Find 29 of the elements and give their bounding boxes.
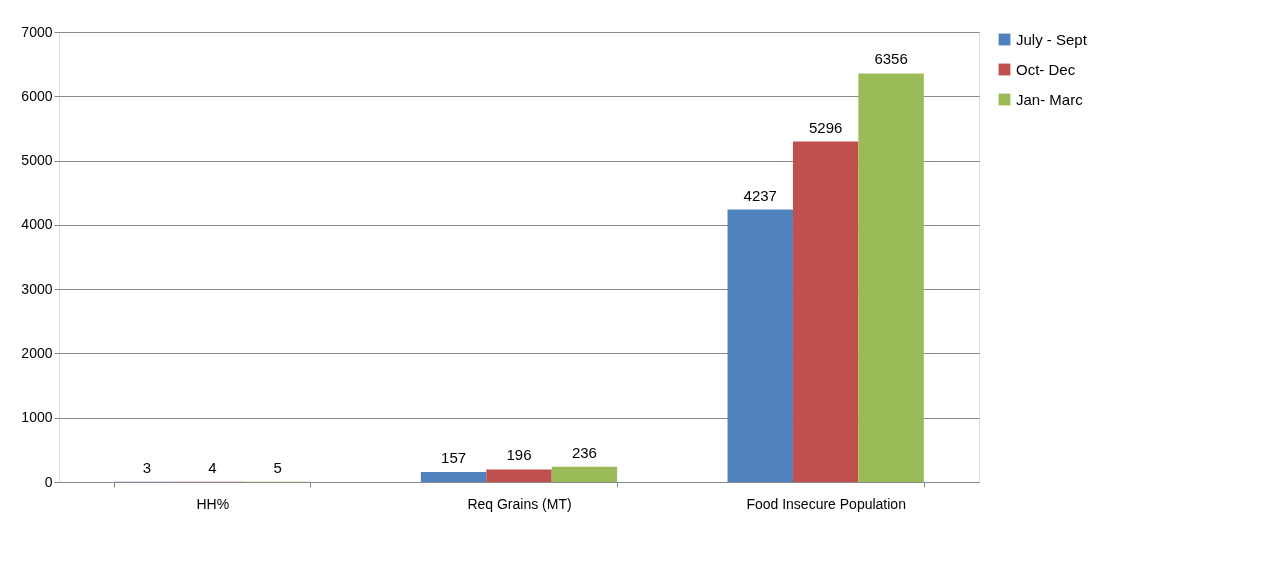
y-tick-label: 7000: [21, 23, 53, 40]
bar: [551, 466, 618, 482]
x-tick-label: HH%: [196, 495, 230, 512]
bar: [858, 73, 924, 482]
data-label: 5: [273, 458, 282, 476]
y-tick-label: 4000: [21, 216, 53, 233]
data-label: 3: [142, 458, 152, 476]
bar: [420, 471, 487, 482]
data-label: 4: [208, 458, 217, 476]
y-tick-label: 3000: [21, 280, 53, 297]
data-label: 157: [441, 448, 467, 466]
x-tick-label: Req Grains (MT): [467, 495, 572, 512]
legend-label: Oct- Dec: [1016, 60, 1076, 78]
x-tick-label: Food Insecure Population: [746, 495, 906, 512]
y-tick-label: 6000: [21, 87, 53, 104]
y-tick-label: 0: [44, 473, 53, 490]
data-label: 196: [506, 446, 532, 464]
bar: [486, 469, 552, 482]
y-tick-label: 5000: [21, 152, 53, 169]
legend-label: Jan- Marc: [1016, 90, 1084, 108]
bar: [792, 141, 859, 482]
data-label: 236: [571, 443, 597, 461]
y-tick-label: 1000: [21, 409, 53, 426]
data-label: 6356: [874, 50, 908, 68]
data-label: 4237: [743, 186, 777, 204]
y-tick-label: 2000: [21, 344, 53, 361]
data-label: 5296: [808, 118, 843, 136]
legend-label: July - Sept: [1016, 30, 1088, 48]
bar: [727, 209, 793, 482]
